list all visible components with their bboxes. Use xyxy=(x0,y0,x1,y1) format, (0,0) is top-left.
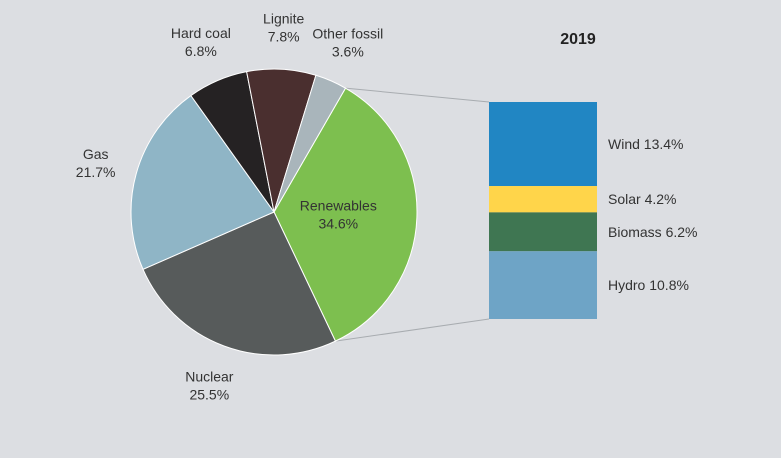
bar-segment-wind xyxy=(489,102,597,187)
pie-label-lignite: Lignite 7.8% xyxy=(263,10,304,44)
bar-segment-hydro xyxy=(489,251,597,319)
connector-lines xyxy=(335,87,490,342)
bar-label-biomass: Biomass 6.2% xyxy=(608,224,697,240)
pie-chart xyxy=(130,68,418,356)
pie-label-name: Nuclear xyxy=(185,368,234,384)
pie-label-name: Other fossil xyxy=(312,25,383,41)
bar-label-wind: Wind 13.4% xyxy=(608,136,683,152)
pie-label-value: 34.6% xyxy=(318,216,358,232)
pie-label-value: 6.8% xyxy=(185,43,217,59)
pie-label-value: 3.6% xyxy=(332,43,364,59)
pie-label-name: Gas xyxy=(83,146,109,162)
pie-slice-other-fossil xyxy=(273,74,347,213)
pie-slice-renewables xyxy=(273,87,418,342)
pie-label-name: Renewables xyxy=(300,198,377,214)
pie-slice-nuclear xyxy=(142,211,337,356)
breakdown-bar: Wind 13.4% Solar 4.2% Biomass 6.2% Hydro 10… xyxy=(489,102,697,319)
pie-label-value: 25.5% xyxy=(189,386,229,402)
pie-label-name: Hard coal xyxy=(171,25,231,41)
bar-label-solar: Solar 4.2% xyxy=(608,191,676,207)
pie-label-nuclear: Nuclear 25.5% xyxy=(185,368,234,402)
pie-label-value: 7.8% xyxy=(268,28,300,44)
connector-line-bottom xyxy=(335,318,490,342)
pie-label-renewables: Renewables 34.6% xyxy=(300,198,377,232)
pie-label-hard-coal: Hard coal 6.8% xyxy=(171,25,231,59)
pie-label-gas: Gas 21.7% xyxy=(76,146,116,180)
chart-title: 2019 xyxy=(560,31,596,48)
bar-label-hydro: Hydro 10.8% xyxy=(608,277,689,293)
pie-slice-gas xyxy=(130,94,275,270)
bar-segment-biomass xyxy=(489,212,597,252)
pie-label-name: Lignite xyxy=(263,10,304,26)
pie-label-value: 21.7% xyxy=(76,164,116,180)
connector-line-top xyxy=(345,87,490,103)
pie-label-other-fossil: Other fossil 3.6% xyxy=(312,25,383,59)
bar-segment-solar xyxy=(489,186,597,213)
